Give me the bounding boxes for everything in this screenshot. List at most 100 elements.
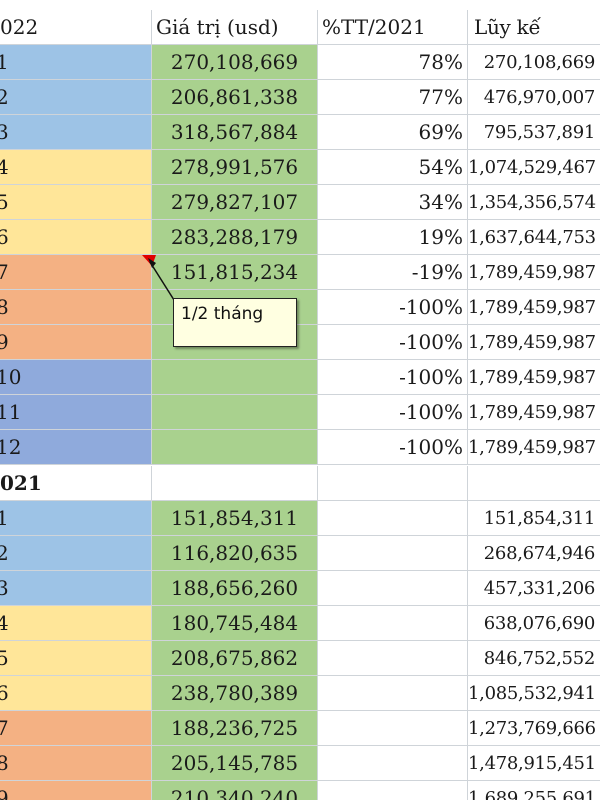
cell-pct[interactable]: [318, 606, 468, 641]
cell-pct[interactable]: -19%: [318, 255, 468, 290]
cell-value[interactable]: 206,861,338: [152, 80, 318, 115]
cell-pct[interactable]: -100%: [318, 430, 468, 465]
cell-pct[interactable]: 54%: [318, 150, 468, 185]
cell-month[interactable]: 4: [0, 606, 152, 641]
cell-cumulative[interactable]: 1,789,459,987: [468, 395, 600, 430]
cell-month[interactable]: 12: [0, 430, 152, 465]
cell-value[interactable]: 318,567,884: [152, 115, 318, 150]
cell-pct[interactable]: 77%: [318, 80, 468, 115]
cell-year-2021[interactable]: 021: [0, 466, 152, 501]
cell-cumulative[interactable]: 476,970,007: [468, 80, 600, 115]
cell-pct[interactable]: [318, 781, 468, 800]
cell-empty[interactable]: [152, 466, 318, 501]
cell-month[interactable]: 5: [0, 185, 152, 220]
table-row: 2116,820,635 268,674,946: [0, 536, 600, 571]
cell-value[interactable]: 210,340,240: [152, 781, 318, 800]
cell-value[interactable]: 283,288,179: [152, 220, 318, 255]
cell-month[interactable]: 7: [0, 255, 152, 290]
header-pct[interactable]: %TT/2021: [318, 10, 468, 45]
cell-pct[interactable]: -100%: [318, 325, 468, 360]
cell-pct[interactable]: [318, 571, 468, 606]
header-value[interactable]: Giá trị (usd): [152, 10, 318, 45]
cell-value[interactable]: [152, 395, 318, 430]
cell-value[interactable]: 208,675,862: [152, 641, 318, 676]
cell-cumulative[interactable]: 1,789,459,987: [468, 255, 600, 290]
cell-value[interactable]: 238,780,389: [152, 676, 318, 711]
cell-month[interactable]: 3: [0, 571, 152, 606]
cell-cumulative[interactable]: 268,674,946: [468, 536, 600, 571]
cell-pct[interactable]: [318, 676, 468, 711]
cell-value[interactable]: 278,991,576: [152, 150, 318, 185]
cell-pct[interactable]: [318, 711, 468, 746]
cell-cumulative[interactable]: 1,478,915,451: [468, 746, 600, 781]
cell-value[interactable]: 180,745,484: [152, 606, 318, 641]
cell-pct[interactable]: 34%: [318, 185, 468, 220]
cell-value[interactable]: 205,145,785: [152, 746, 318, 781]
cell-month[interactable]: 2: [0, 536, 152, 571]
cell-month[interactable]: 8: [0, 746, 152, 781]
cell-value[interactable]: 188,236,725: [152, 711, 318, 746]
cell-cumulative[interactable]: 1,354,356,574: [468, 185, 600, 220]
cell-cumulative[interactable]: 1,689,255,691: [468, 781, 600, 800]
cell-cumulative[interactable]: 1,789,459,987: [468, 290, 600, 325]
cell-cumulative[interactable]: 1,789,459,987: [468, 360, 600, 395]
cell-cumulative[interactable]: 795,537,891: [468, 115, 600, 150]
cell-month[interactable]: 11: [0, 395, 152, 430]
cell-month[interactable]: 7: [0, 711, 152, 746]
cell-month[interactable]: 9: [0, 325, 152, 360]
cell-month[interactable]: 1: [0, 501, 152, 536]
cell-month[interactable]: 6: [0, 220, 152, 255]
cell-year-2022[interactable]: 022: [0, 10, 152, 45]
cell-value[interactable]: [152, 360, 318, 395]
cell-cumulative[interactable]: 151,854,311: [468, 501, 600, 536]
cell-pct[interactable]: 78%: [318, 45, 468, 80]
cell-cumulative[interactable]: 1,074,529,467: [468, 150, 600, 185]
cell-pct[interactable]: [318, 641, 468, 676]
cell-cumulative[interactable]: 1,085,532,941: [468, 676, 600, 711]
cell-month[interactable]: 1: [0, 45, 152, 80]
cell-pct[interactable]: [318, 501, 468, 536]
table-row: 4180,745,484 638,076,690: [0, 606, 600, 641]
cell-empty[interactable]: [318, 466, 468, 501]
cell-cumulative[interactable]: 846,752,552: [468, 641, 600, 676]
cell-month[interactable]: 4: [0, 150, 152, 185]
cell-month[interactable]: 3: [0, 115, 152, 150]
cell-month[interactable]: 6: [0, 676, 152, 711]
cell-cumulative[interactable]: 1,637,644,753: [468, 220, 600, 255]
cell-month[interactable]: 5: [0, 641, 152, 676]
cell-pct[interactable]: -100%: [318, 290, 468, 325]
table-row: 5208,675,862 846,752,552: [0, 641, 600, 676]
cell-pct[interactable]: [318, 746, 468, 781]
cell-month[interactable]: 2: [0, 80, 152, 115]
cell-month[interactable]: 8: [0, 290, 152, 325]
cell-cumulative[interactable]: 1,789,459,987: [468, 430, 600, 465]
cell-pct[interactable]: -100%: [318, 360, 468, 395]
cell-comment[interactable]: 1/2 tháng: [173, 298, 297, 347]
cell-cumulative[interactable]: 1,789,459,987: [468, 325, 600, 360]
table-row: 11 -100%1,789,459,987: [0, 395, 600, 430]
cell-pct[interactable]: -100%: [318, 395, 468, 430]
cell-month[interactable]: 9: [0, 781, 152, 800]
table-row: 3188,656,260 457,331,206: [0, 571, 600, 606]
cell-cumulative[interactable]: 638,076,690: [468, 606, 600, 641]
cell-value[interactable]: [152, 430, 318, 465]
table-row: 8 -100%1,789,459,987: [0, 290, 600, 325]
cell-pct[interactable]: [318, 536, 468, 571]
cell-value[interactable]: 151,815,234: [152, 255, 318, 290]
cell-value[interactable]: 151,854,311: [152, 501, 318, 536]
cell-cumulative[interactable]: 457,331,206: [468, 571, 600, 606]
cell-pct[interactable]: 69%: [318, 115, 468, 150]
cell-value[interactable]: 188,656,260: [152, 571, 318, 606]
cell-value[interactable]: 279,827,107: [152, 185, 318, 220]
cell-value[interactable]: 270,108,669: [152, 45, 318, 80]
cell-cumulative[interactable]: 270,108,669: [468, 45, 600, 80]
cell-value[interactable]: 116,820,635: [152, 536, 318, 571]
header-cumulative[interactable]: Lũy kế: [468, 10, 600, 45]
cell-cumulative[interactable]: 1,273,769,666: [468, 711, 600, 746]
cell-empty[interactable]: [468, 466, 600, 501]
cell-month[interactable]: 10: [0, 360, 152, 395]
cell-pct[interactable]: 19%: [318, 220, 468, 255]
